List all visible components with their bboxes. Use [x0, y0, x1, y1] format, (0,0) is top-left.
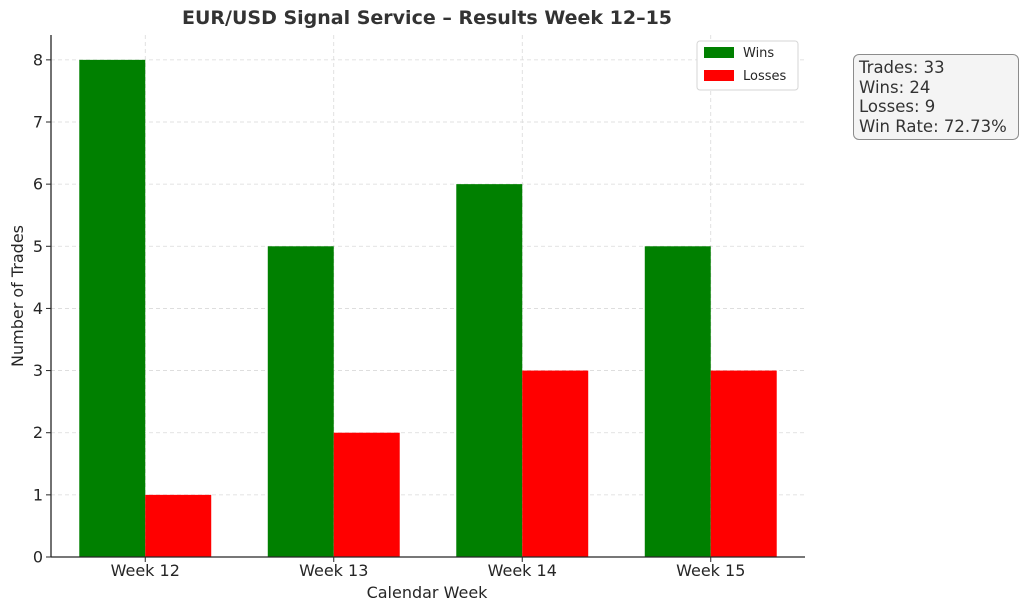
y-tick-labels: 0 1 2 3 4 5 6 7 8: [33, 50, 51, 567]
y-tick-label: 4: [33, 299, 43, 318]
legend-swatch-wins: [704, 47, 734, 58]
legend-label-losses: Losses: [743, 69, 787, 84]
stats-win-rate: Win Rate: 72.73%: [859, 116, 1007, 136]
y-tick-label: 6: [33, 175, 43, 194]
y-axis-label: Number of Trades: [8, 225, 27, 367]
bar-losses-week-14: [522, 370, 589, 557]
stats-losses: Losses: 9: [859, 97, 936, 116]
y-tick-label: 0: [33, 548, 43, 567]
bar-losses-week-13: [333, 432, 400, 557]
legend-label-wins: Wins: [743, 46, 774, 61]
bar-losses-week-12: [145, 494, 212, 557]
bars: [79, 59, 777, 558]
x-axis-label: Calendar Week: [367, 583, 489, 602]
x-tick-label: Week 14: [488, 561, 557, 580]
summary-stats-box: Trades: 33 Wins: 24 Losses: 9 Win Rate: …: [853, 54, 1019, 140]
y-tick-label: 5: [33, 237, 43, 256]
x-tick-label: Week 15: [676, 561, 745, 580]
stats-trades: Trades: 33: [859, 58, 945, 77]
x-tick-label: Week 13: [299, 561, 368, 580]
y-tick-label: 3: [33, 361, 43, 380]
y-tick-label: 2: [33, 423, 43, 442]
y-tick-label: 1: [33, 485, 43, 504]
bar-wins-week-15: [644, 246, 711, 558]
x-tick-label: Week 12: [111, 561, 180, 580]
chart-title: EUR/USD Signal Service – Results Week 12…: [182, 7, 672, 29]
bar-wins-week-14: [456, 184, 523, 557]
y-tick-label: 7: [33, 113, 43, 132]
legend: Wins Losses: [696, 40, 799, 91]
bar-wins-week-13: [267, 246, 334, 558]
bar-wins-week-12: [79, 59, 146, 557]
legend-swatch-losses: [704, 70, 734, 81]
stats-wins: Wins: 24: [859, 77, 931, 97]
x-tick-labels: Week 12 Week 13 Week 14 Week 15: [111, 557, 745, 580]
y-tick-label: 8: [33, 50, 43, 69]
bar-losses-week-15: [710, 370, 777, 557]
